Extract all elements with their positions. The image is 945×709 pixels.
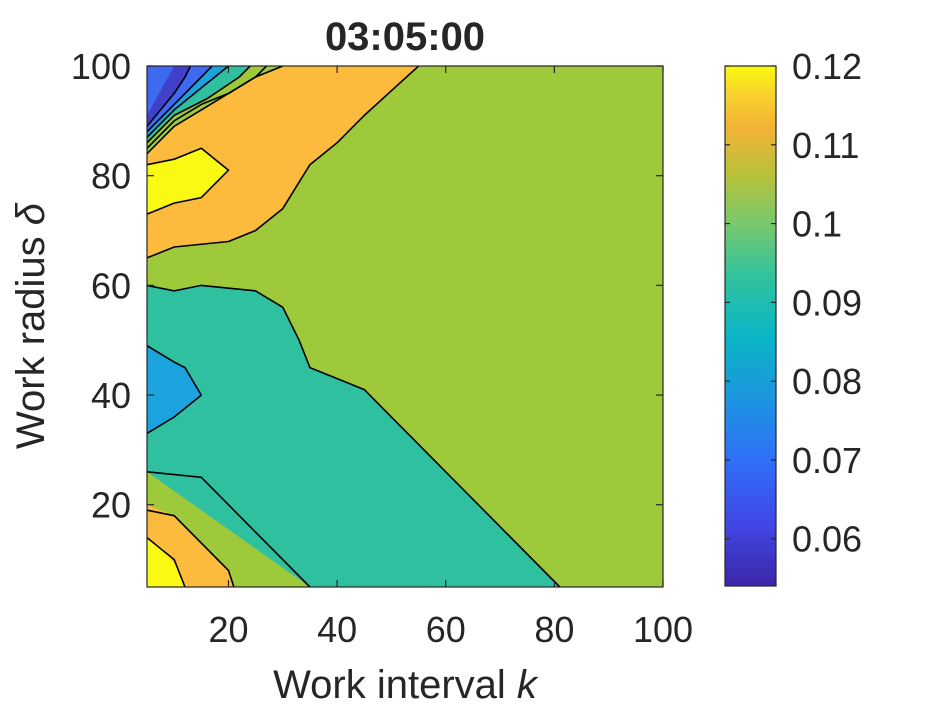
contour-region-1 (147, 66, 419, 258)
contour-line-3 (147, 284, 561, 587)
colorbar-tick-label: 0.06 (792, 519, 862, 560)
colorbar-tick-label: 0.11 (792, 125, 859, 166)
plot-frame (146, 65, 664, 588)
contour-line-0 (147, 471, 311, 587)
contour-line-2 (147, 536, 186, 587)
chart-title: 03:05:00 (325, 15, 485, 59)
colorbar-tick-label: 0.1 (792, 204, 842, 245)
x-tick-label: 40 (317, 609, 357, 650)
colorbar-tick-label: 0.12 (792, 46, 862, 87)
colorbar-tick-label: 0.07 (792, 440, 862, 481)
y-axis-variable: δ (9, 202, 53, 225)
x-tick-label: 20 (208, 609, 248, 650)
contour-region-5 (147, 345, 202, 434)
x-tick-label: 60 (426, 609, 466, 650)
x-axis-label-text: Work interval (273, 663, 506, 707)
y-axis-ticks: 20 40 60 80 100 (71, 46, 663, 526)
y-tick-label: 80 (91, 156, 131, 197)
y-tick-label: 40 (91, 375, 131, 416)
contour-regions (147, 66, 560, 587)
y-axis-label: Work radius δ (9, 202, 53, 449)
contour-line-5 (147, 66, 420, 259)
x-tick-label: 80 (534, 609, 574, 650)
contour-region-0 (147, 285, 560, 587)
x-axis-label: Work interval k (273, 663, 539, 707)
plot-area: 20 40 60 80 100 20 40 60 80 100 (71, 46, 693, 650)
contour-line-9 (147, 66, 251, 144)
contour-line-10 (147, 66, 230, 138)
x-tick-label: 100 (633, 609, 693, 650)
contour-region-10 (147, 66, 191, 127)
contour-line-8 (147, 66, 268, 149)
contour-line-7 (147, 66, 284, 155)
contour-line-1 (147, 509, 235, 587)
y-tick-label: 60 (91, 265, 131, 306)
x-axis-variable: k (517, 663, 539, 707)
contour-lines (147, 66, 561, 587)
contour-line-11 (147, 66, 213, 133)
contour-line-6 (147, 147, 230, 215)
colorbar-gradient (724, 65, 777, 587)
contour-line-12 (147, 66, 192, 127)
contour-region-4 (147, 537, 185, 587)
colorbar-tick-label: 0.08 (792, 361, 862, 402)
colorbar: 0.06 0.07 0.08 0.09 0.1 0.11 0.12 (724, 46, 862, 587)
contour-line-4 (147, 345, 203, 435)
colorbar-tick-label: 0.09 (792, 282, 862, 323)
contour-region-2 (147, 148, 229, 215)
y-tick-label: 20 (91, 485, 131, 526)
y-axis-label-text: Work radius (9, 236, 53, 449)
colorbar-ticks: 0.06 0.07 0.08 0.09 0.1 0.11 0.12 (725, 46, 862, 560)
y-tick-label: 100 (71, 46, 131, 87)
x-axis-ticks: 20 40 60 80 100 (208, 66, 693, 650)
